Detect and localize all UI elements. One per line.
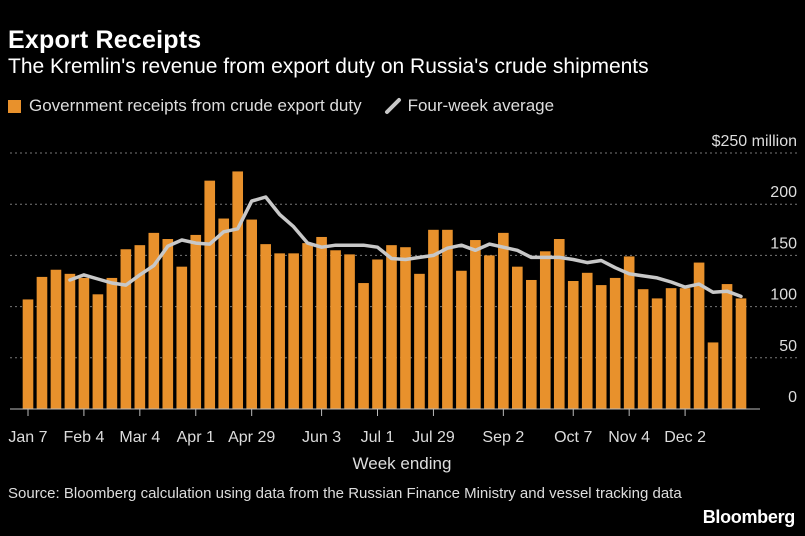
bar (302, 243, 313, 409)
bar (721, 284, 733, 409)
x-tick-label: Oct 7 (554, 429, 592, 446)
x-tick-label: Jul 1 (361, 429, 395, 446)
legend-line-swatch (384, 98, 401, 114)
bar (651, 298, 663, 409)
y-tick-label: $250 million (712, 133, 797, 150)
x-axis-title: Week ending (353, 454, 452, 473)
bar (693, 262, 705, 409)
y-tick-label: 200 (770, 184, 797, 201)
x-tick-label: Jan 7 (8, 429, 47, 446)
bar (316, 236, 327, 409)
bar (525, 279, 537, 409)
bar (120, 249, 132, 409)
bar (330, 250, 341, 409)
bar (64, 273, 76, 409)
source-note: Source: Bloomberg calculation using data… (8, 485, 682, 502)
bar (567, 281, 579, 409)
bar (232, 171, 244, 409)
bar (707, 342, 719, 409)
x-tick-label: Feb 4 (63, 429, 104, 446)
bar (484, 255, 495, 409)
bar (344, 254, 355, 409)
x-tick-label: Jul 29 (412, 429, 455, 446)
bar (386, 245, 397, 409)
bar (553, 239, 565, 409)
legend-line-label: Four-week average (407, 96, 555, 115)
bar (372, 259, 383, 409)
bar (274, 253, 285, 409)
bar (498, 232, 509, 409)
bar (162, 239, 174, 409)
y-tick-label: 100 (770, 287, 797, 304)
x-tick-label: Jun 3 (302, 429, 341, 446)
x-tick-label: Sep 2 (482, 429, 524, 446)
bar (679, 288, 691, 409)
bar (218, 218, 230, 409)
bloomberg-logo: Bloomberg (702, 507, 796, 527)
bar (512, 266, 523, 409)
bar (400, 247, 411, 409)
y-tick-label: 150 (770, 235, 797, 252)
bar (204, 180, 216, 409)
bar (428, 229, 439, 409)
bar (78, 277, 90, 409)
x-tick-label: Nov 4 (608, 429, 650, 446)
y-tick-label: 50 (779, 338, 797, 355)
bar (358, 283, 369, 409)
bar (637, 289, 649, 409)
legend-bar-label: Government receipts from crude export du… (29, 96, 362, 115)
bar (22, 299, 34, 409)
chart-area: 0 50 100 150 200 $250 million Jan 7 Feb 4 Mar 4 A… (8, 133, 800, 473)
chart-subtitle: The Kremlin's revenue from export duty o… (8, 55, 649, 78)
x-tick-label: Apr 1 (177, 429, 215, 446)
average-line (68, 195, 743, 299)
bar (581, 272, 593, 409)
bar (735, 298, 747, 409)
bar (190, 234, 202, 409)
legend-bar-swatch (8, 99, 21, 113)
bar (260, 244, 271, 409)
x-tick-label: Mar 4 (119, 429, 160, 446)
bar (456, 270, 467, 409)
bar (176, 266, 188, 409)
bar (595, 285, 607, 409)
bar (134, 245, 146, 409)
bar (665, 288, 677, 409)
bar (470, 240, 481, 409)
bar (539, 251, 551, 409)
x-tick-label: Apr 29 (228, 429, 275, 446)
legend: Government receipts from crude export du… (8, 96, 554, 116)
y-tick-label: 0 (788, 389, 797, 406)
bar (36, 276, 48, 409)
bar (609, 277, 621, 409)
bar (442, 229, 453, 409)
x-tick-label: Dec 2 (664, 429, 706, 446)
bar (414, 273, 425, 409)
bar (50, 269, 62, 409)
bar (148, 232, 160, 409)
bar (623, 256, 635, 409)
bar (288, 253, 299, 409)
bar (246, 219, 257, 409)
bar (106, 277, 118, 409)
chart-title: Export Receipts (8, 26, 202, 54)
bar (92, 294, 104, 409)
